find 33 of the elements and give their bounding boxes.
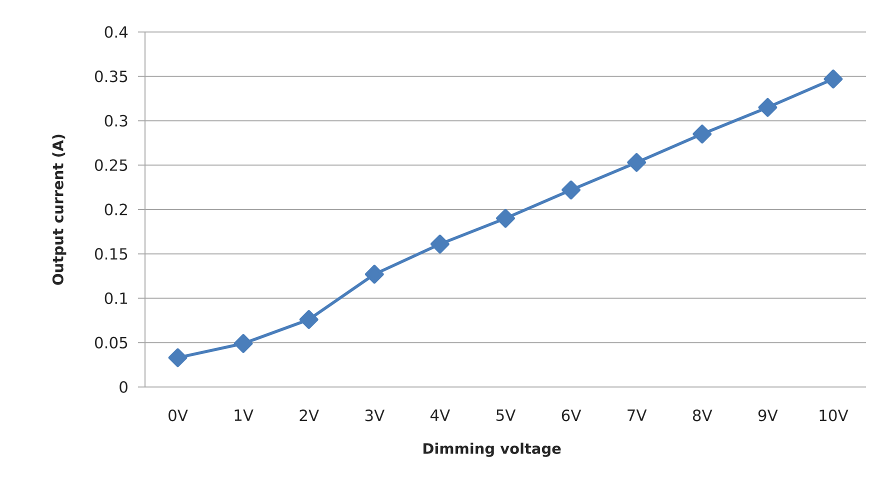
x-tick-label: 4V (430, 410, 450, 421)
y-tick-label: 0.1 (104, 292, 128, 304)
point (496, 208, 515, 228)
y-tick-label: 0.25 (94, 159, 128, 171)
point (234, 334, 253, 353)
point (758, 98, 778, 117)
point (430, 234, 450, 254)
point (299, 310, 318, 329)
y-tick-label: 0.4 (104, 26, 128, 38)
y-tick-label: 0 (120, 381, 128, 393)
y-tick-label: 0.35 (94, 70, 128, 82)
point (364, 264, 384, 284)
x-tick-label: 5V (496, 410, 516, 422)
x-tick-label: 7V (628, 410, 647, 421)
x-tick-label: 9V (758, 410, 778, 422)
y-tick-label: 0.15 (94, 248, 128, 260)
point (692, 124, 712, 144)
point (168, 348, 188, 368)
x-tick-label: 8V (692, 410, 712, 422)
x-tick-label: 3V (365, 410, 385, 422)
x-axis-title: Dimming voltage (424, 442, 561, 457)
y-tick-label: 0.2 (104, 204, 127, 216)
x-tick-label: 6V (562, 410, 582, 422)
point (562, 180, 580, 200)
y-tick-label: 0.05 (94, 336, 128, 348)
x-tick-label: 0V (168, 410, 188, 422)
point (824, 70, 843, 88)
x-tick-label: 2V (300, 410, 319, 422)
x-tick-label: 10V (820, 410, 848, 422)
x-tick-label: 1V (234, 410, 254, 421)
point (627, 153, 646, 172)
y-tick-label: 0.3 (104, 114, 128, 127)
y-axis-title: Output current (A) (52, 134, 66, 285)
